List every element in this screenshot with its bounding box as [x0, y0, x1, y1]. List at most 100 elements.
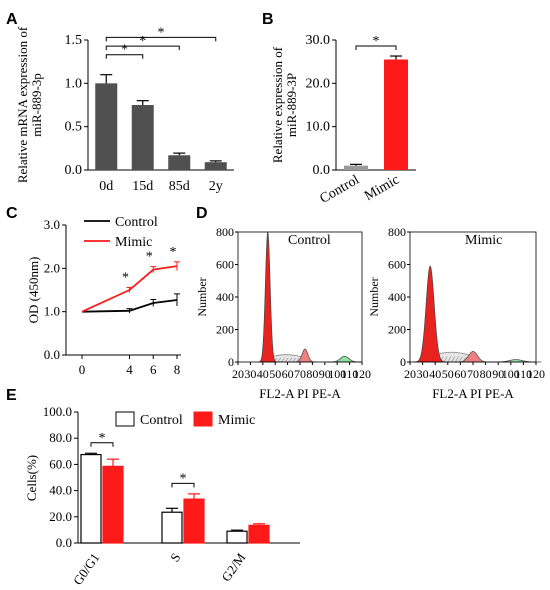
panel-d-mimic-y-tick-label: 600: [388, 258, 406, 272]
panel-d-mimic-y-tick-label: 0: [400, 355, 406, 369]
panel-d-control-aggregate-peak: [326, 355, 363, 363]
panel-c-x-tick-label: 4: [126, 362, 133, 377]
panel-label-a: A: [6, 11, 18, 28]
panel-a-x-tick-label: 0d: [99, 179, 113, 194]
panel-d-mimic-x-tick-label: 30: [417, 367, 429, 381]
panel-c-x-tick-label: 6: [150, 362, 157, 377]
panel-e-x-tick-label: S: [167, 550, 183, 565]
panel-d-control-x-tick-label: 20: [232, 367, 244, 381]
panel-c-y-tick-label: 0.0: [44, 347, 60, 362]
panel-e-y-label: Cells(%): [24, 455, 39, 501]
panel-e-y-tick-label: 60.0: [49, 456, 72, 471]
panel-e-legend-swatch-control: [115, 411, 135, 427]
panel-e-significance-bracket: [171, 482, 195, 488]
panel-d-control-hatch-line: [292, 357, 296, 363]
panel-e-significance-star: *: [180, 471, 187, 486]
panel-a-bar: [95, 83, 118, 170]
panel-c-y-tick-label: 3.0: [44, 217, 60, 232]
panel-e-x-tick-label: G2/M: [218, 550, 248, 584]
panel-d-mimic-g1-peak: [413, 265, 447, 363]
panel-b-y-tick-label: 10.0: [306, 120, 331, 135]
panel-b-significance-star: *: [373, 34, 380, 49]
panel-d-control-x-tick-label: 120: [353, 367, 371, 381]
panel-b-y-label: Relative expression ofmiR-889-3P: [270, 46, 299, 163]
panel-c-y-tick-label: 1.0: [44, 304, 60, 319]
panel-d-mimic-x-tick-label: 40: [429, 367, 441, 381]
panel-e-bar-control: [80, 453, 102, 544]
panel-e-bar-mimic: [183, 498, 205, 544]
panel-d-mimic-hatch-line: [451, 356, 455, 363]
panel-e-x-tick-label: G0/G1: [70, 550, 103, 588]
panel-b-y-tick-label: 0.0: [313, 163, 331, 178]
panel-d-control-x-tick-label: 40: [257, 367, 269, 381]
panel-d-mimic-y-label: Number: [367, 277, 381, 316]
panel-d-mimic-x-tick-label: 90: [492, 367, 504, 381]
panel-d-mimic-x-tick-label: 100: [502, 367, 520, 381]
panel-c-significance-star: *: [146, 250, 153, 265]
panel-c-x-tick-label: 0: [79, 362, 86, 377]
panel-d-control-x-tick-label: 110: [341, 367, 359, 381]
panel-d-control-x-tick-label: 30: [244, 367, 256, 381]
panel-a-significance-bracket: [105, 54, 144, 59]
panel-a-x-tick-label: 2y: [209, 179, 223, 194]
panel-d-control-title: Control: [288, 233, 331, 248]
panel-d-control-y-label: Number: [195, 277, 209, 316]
panel-d-mimic-x-label: FL2-A PI PE-A: [432, 386, 514, 401]
panel-e-y-tick-label: 40.0: [49, 483, 72, 498]
panel-c-series-line-mimic: [81, 265, 178, 313]
panel-a-chart: 0.0 0.5 1.0 1.5 0d 15d 85d 2y * * * Relative mRNA e…: [15, 25, 234, 194]
panel-b-bar: [344, 165, 368, 170]
panel-e-legend-swatch-mimic: [193, 411, 213, 427]
panel-a-y-tick-label: 0.0: [65, 163, 83, 178]
panel-e-bar-control: [161, 511, 183, 544]
panel-b-y-tick-label: 20.0: [306, 76, 331, 91]
panel-d-mimic-x-tick-label: 60: [454, 367, 466, 381]
panel-c-legend-label: Mimic: [115, 235, 152, 250]
panel-label-b: B: [262, 11, 274, 28]
panel-a-significance-bracket: [105, 36, 217, 42]
panel-label-c: C: [6, 205, 18, 222]
panel-a-y-tick-label: 1.0: [65, 76, 83, 91]
panel-d-control-x-tick-label: 70: [294, 367, 306, 381]
panel-label-e: E: [6, 387, 17, 404]
panel-c-x-tick-label: 8: [174, 362, 181, 377]
panel-e-legend-label: Mimic: [218, 413, 255, 428]
panel-e-bar-mimic: [248, 524, 270, 544]
panel-c-y-tick-label: 2.0: [44, 260, 60, 275]
panel-a-x-tick-label: 85d: [169, 179, 190, 194]
panel-c-legend-label: Control: [115, 215, 158, 230]
panel-d-mimic-x-tick-label: 20: [404, 367, 416, 381]
panel-a-bar: [168, 155, 191, 170]
panel-d-mimic-x-tick-label: 120: [527, 367, 545, 381]
panel-a-significance-star: *: [158, 25, 165, 40]
panel-e-legend-label: Control: [140, 413, 183, 428]
panel-d-control-x-tick-label: 100: [328, 367, 346, 381]
panel-d-control-frame: [237, 231, 363, 363]
panel-b-x-tick-label: Mimic: [362, 172, 402, 204]
panel-c-chart: 0.0 1.0 2.0 3.0 0 4 6 8 * * * Control Mimic OD (450nm…: [26, 215, 181, 377]
panel-d-mimic-y-tick-label: 200: [388, 323, 406, 337]
panel-d-control-y-tick-label: 400: [216, 290, 234, 304]
panel-d-mimic-x-tick-label: 80: [480, 367, 492, 381]
panel-b-significance-bracket: [355, 45, 397, 50]
panel-a-y-tick-label: 0.5: [65, 120, 83, 135]
panel-d-mimic-hatch-line: [455, 356, 459, 363]
panel-e-significance-bracket: [90, 442, 114, 447]
panel-a-y-tick-label: 1.5: [65, 33, 83, 48]
panel-c-y-label: OD (450nm): [26, 257, 41, 324]
panel-d-control-g1-peak: [257, 231, 278, 363]
panel-c-significance-star: *: [170, 245, 177, 260]
panel-b-y-tick-label: 30.0: [306, 33, 331, 48]
panel-d-mimic-x-tick-label: 50: [442, 367, 454, 381]
panel-d-control-hatch-line: [277, 357, 282, 363]
panel-d-control-x-tick-label: 50: [269, 367, 281, 381]
panel-d-mimic-title: Mimic: [465, 233, 502, 248]
panel-d-control-hatch-line: [296, 357, 300, 363]
panel-d-mimic-x-tick-label: 70: [467, 367, 479, 381]
panel-e-y-tick-label: 80.0: [49, 430, 72, 445]
panel-d-control-y-tick-label: 800: [216, 225, 234, 239]
panel-e-y-tick-label: 20.0: [49, 509, 72, 524]
panel-d-mimic-hatch-line: [447, 356, 452, 363]
